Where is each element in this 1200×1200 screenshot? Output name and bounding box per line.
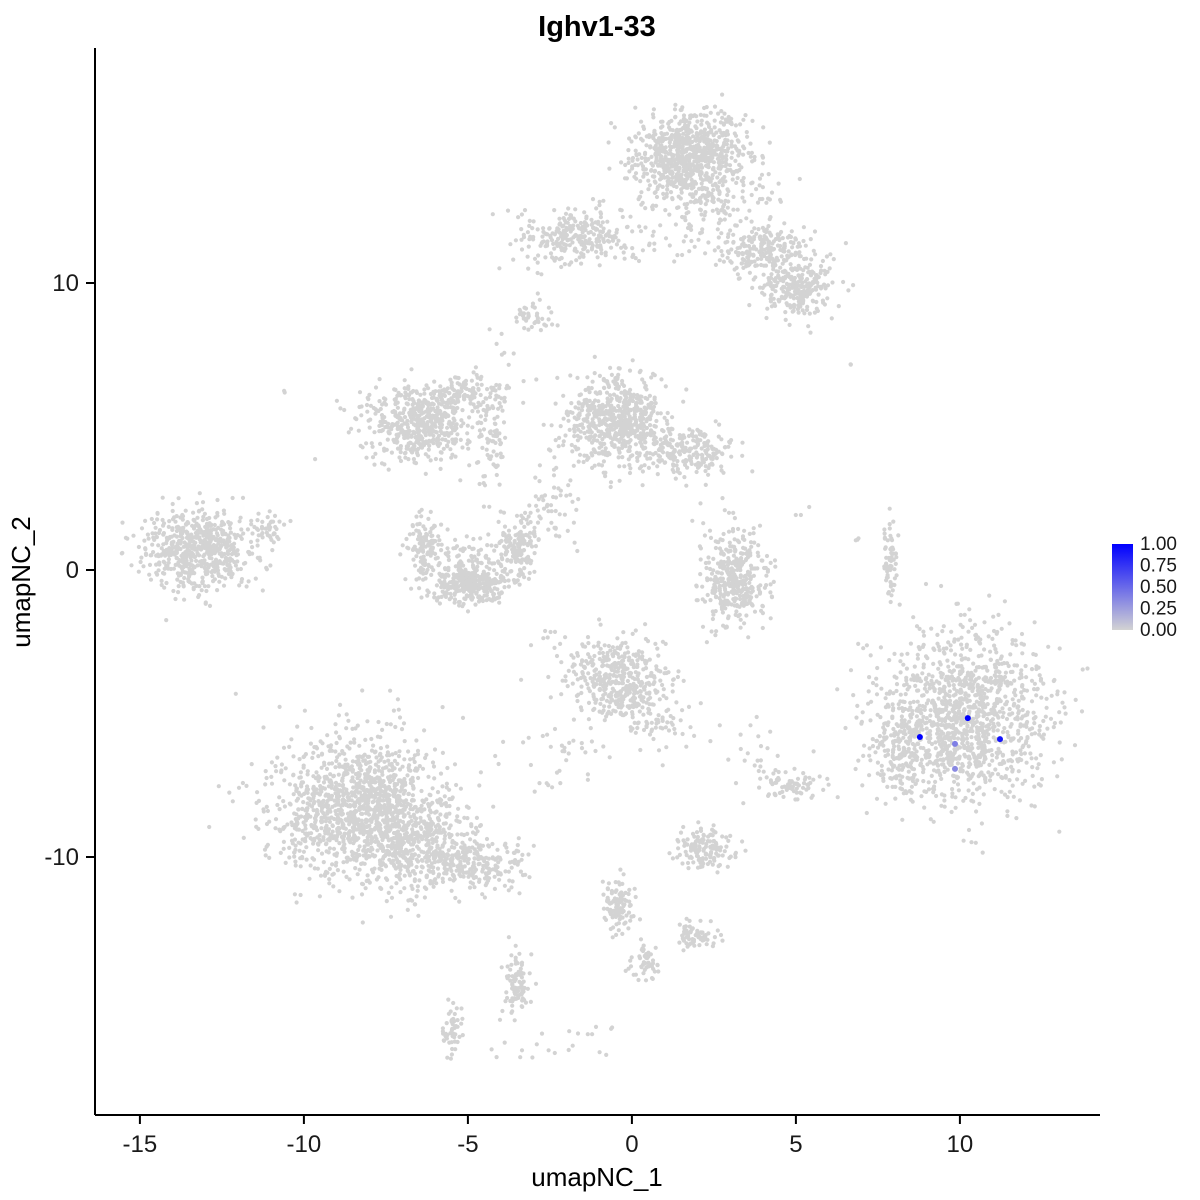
scatter-points-layer bbox=[119, 92, 1090, 1061]
y-axis-title: umapNC_2 bbox=[6, 516, 36, 648]
y-tick-label: -10 bbox=[44, 844, 79, 871]
y-tick-label: 0 bbox=[66, 557, 79, 584]
x-tick-label: 10 bbox=[947, 1131, 974, 1158]
x-axis-title: umapNC_1 bbox=[531, 1162, 663, 1192]
highlighted-cells-layer bbox=[916, 715, 1003, 772]
legend-tick-label: 0.50 bbox=[1140, 577, 1177, 598]
color-legend: 1.000.750.500.250.00 bbox=[1112, 534, 1177, 641]
legend-tick-label: 0.00 bbox=[1140, 620, 1177, 641]
legend-tick-label: 1.00 bbox=[1140, 534, 1177, 555]
y-tick-label: 10 bbox=[52, 270, 79, 297]
axis-lines bbox=[86, 48, 1100, 1124]
legend-gradient-bar bbox=[1112, 544, 1133, 630]
plot-title: Ighv1-33 bbox=[538, 11, 656, 43]
x-tick-label: 5 bbox=[789, 1131, 802, 1158]
x-tick-label: -10 bbox=[287, 1131, 322, 1158]
axes-layer: -15 -10 -5 0 5 10 -10 0 10 bbox=[44, 48, 1100, 1158]
x-tick-label: -15 bbox=[123, 1131, 158, 1158]
legend-tick-label: 0.75 bbox=[1140, 556, 1177, 577]
legend-tick-label: 0.25 bbox=[1140, 599, 1177, 620]
x-tick-label: 0 bbox=[625, 1131, 638, 1158]
x-tick-label: -5 bbox=[457, 1131, 478, 1158]
